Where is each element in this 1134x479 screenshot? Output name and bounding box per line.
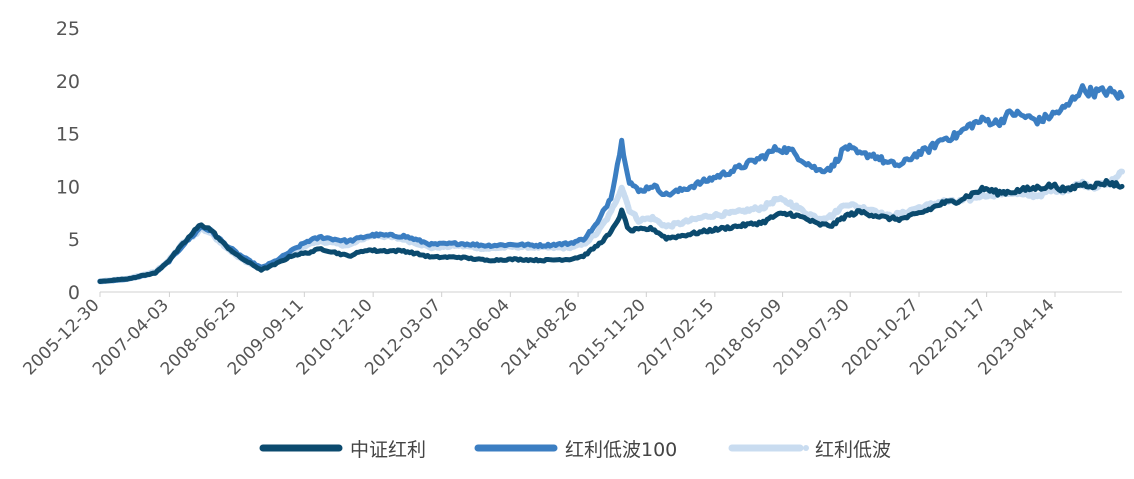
x-axis: 2005-12-302007-04-032008-06-252009-09-11… xyxy=(20,291,1122,379)
series-line-1 xyxy=(97,83,1125,284)
legend-label: 中证红利 xyxy=(350,439,426,461)
legend-label: 红利低波100 xyxy=(565,439,677,461)
series-line-0 xyxy=(97,178,1125,284)
legend: 中证红利 红利低波100 红利低波 xyxy=(259,439,891,461)
y-tick-label: 5 xyxy=(68,229,80,251)
y-tick-label: 25 xyxy=(56,18,80,40)
y-tick-label: 20 xyxy=(56,71,80,93)
series-layer xyxy=(97,83,1125,285)
legend-label: 红利低波 xyxy=(815,439,891,461)
y-tick-label: 15 xyxy=(56,124,80,146)
legend-swatch-dot xyxy=(803,445,809,451)
y-axis: 0 5 10 15 20 25 xyxy=(56,18,80,304)
y-tick-label: 0 xyxy=(68,282,80,304)
y-tick-label: 10 xyxy=(56,176,80,198)
